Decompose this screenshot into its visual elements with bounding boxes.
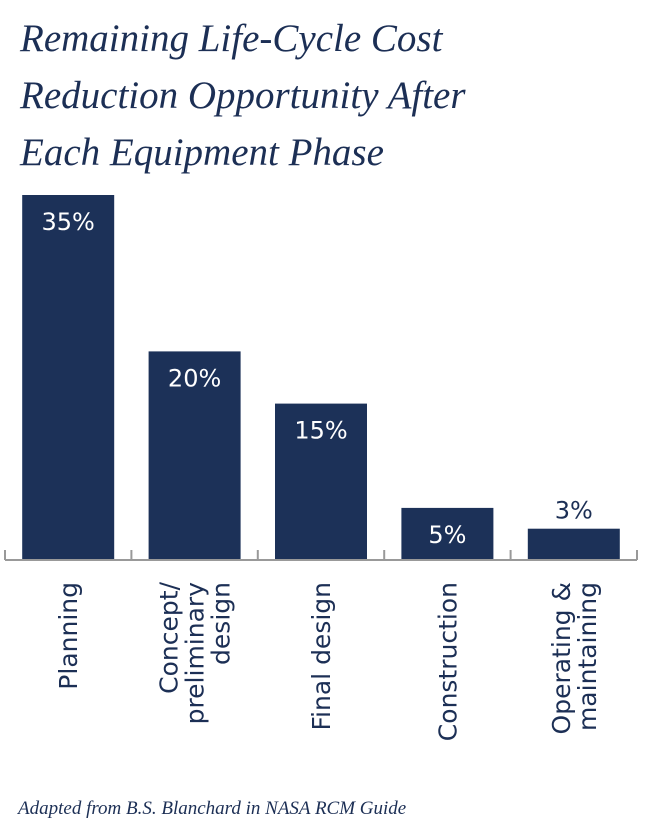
category-label-1-line-2: design	[207, 582, 236, 665]
bar-2	[275, 403, 367, 560]
category-label-1-line-1: preliminary	[181, 582, 210, 725]
category-label-3: Construction	[433, 582, 462, 741]
bar-chart: 35% 20% 15% 5% 3% Planning Concept/preliminary…	[4, 195, 638, 741]
bar-0	[22, 195, 115, 560]
category-label-4: Operating &maintaining	[547, 582, 602, 734]
category-label-4-line-1: maintaining	[573, 582, 602, 731]
category-label-0: Planning	[54, 582, 83, 690]
chart-title: Remaining Life-Cycle Cost Reduction Oppo…	[20, 10, 630, 181]
category-label-3-line-0: Construction	[433, 582, 462, 741]
chart-title-line-1: Remaining Life-Cycle Cost	[20, 17, 443, 60]
category-label-2-line-0: Final design	[307, 582, 336, 731]
data-label-4: 3%	[555, 497, 593, 525]
category-label-1: Concept/preliminarydesign	[155, 581, 236, 724]
chart-title-line-3: Each Equipment Phase	[20, 131, 384, 174]
chart-title-line-2: Reduction Opportunity After	[20, 74, 466, 117]
source-caption: Adapted from B.S. Blanchard in NASA RCM …	[18, 798, 407, 819]
category-label-4-line-0: Operating &	[547, 582, 576, 734]
category-label-2: Final design	[307, 582, 336, 731]
data-label-0: 35%	[42, 208, 95, 236]
category-label-0-line-0: Planning	[54, 582, 83, 690]
data-label-3: 5%	[428, 521, 466, 549]
bar-4	[527, 528, 620, 560]
data-label-2: 15%	[294, 417, 347, 445]
bar-3	[401, 507, 494, 560]
bar-1	[148, 351, 241, 560]
category-label-1-line-0: Concept/	[155, 581, 184, 693]
data-label-1: 20%	[168, 364, 221, 392]
